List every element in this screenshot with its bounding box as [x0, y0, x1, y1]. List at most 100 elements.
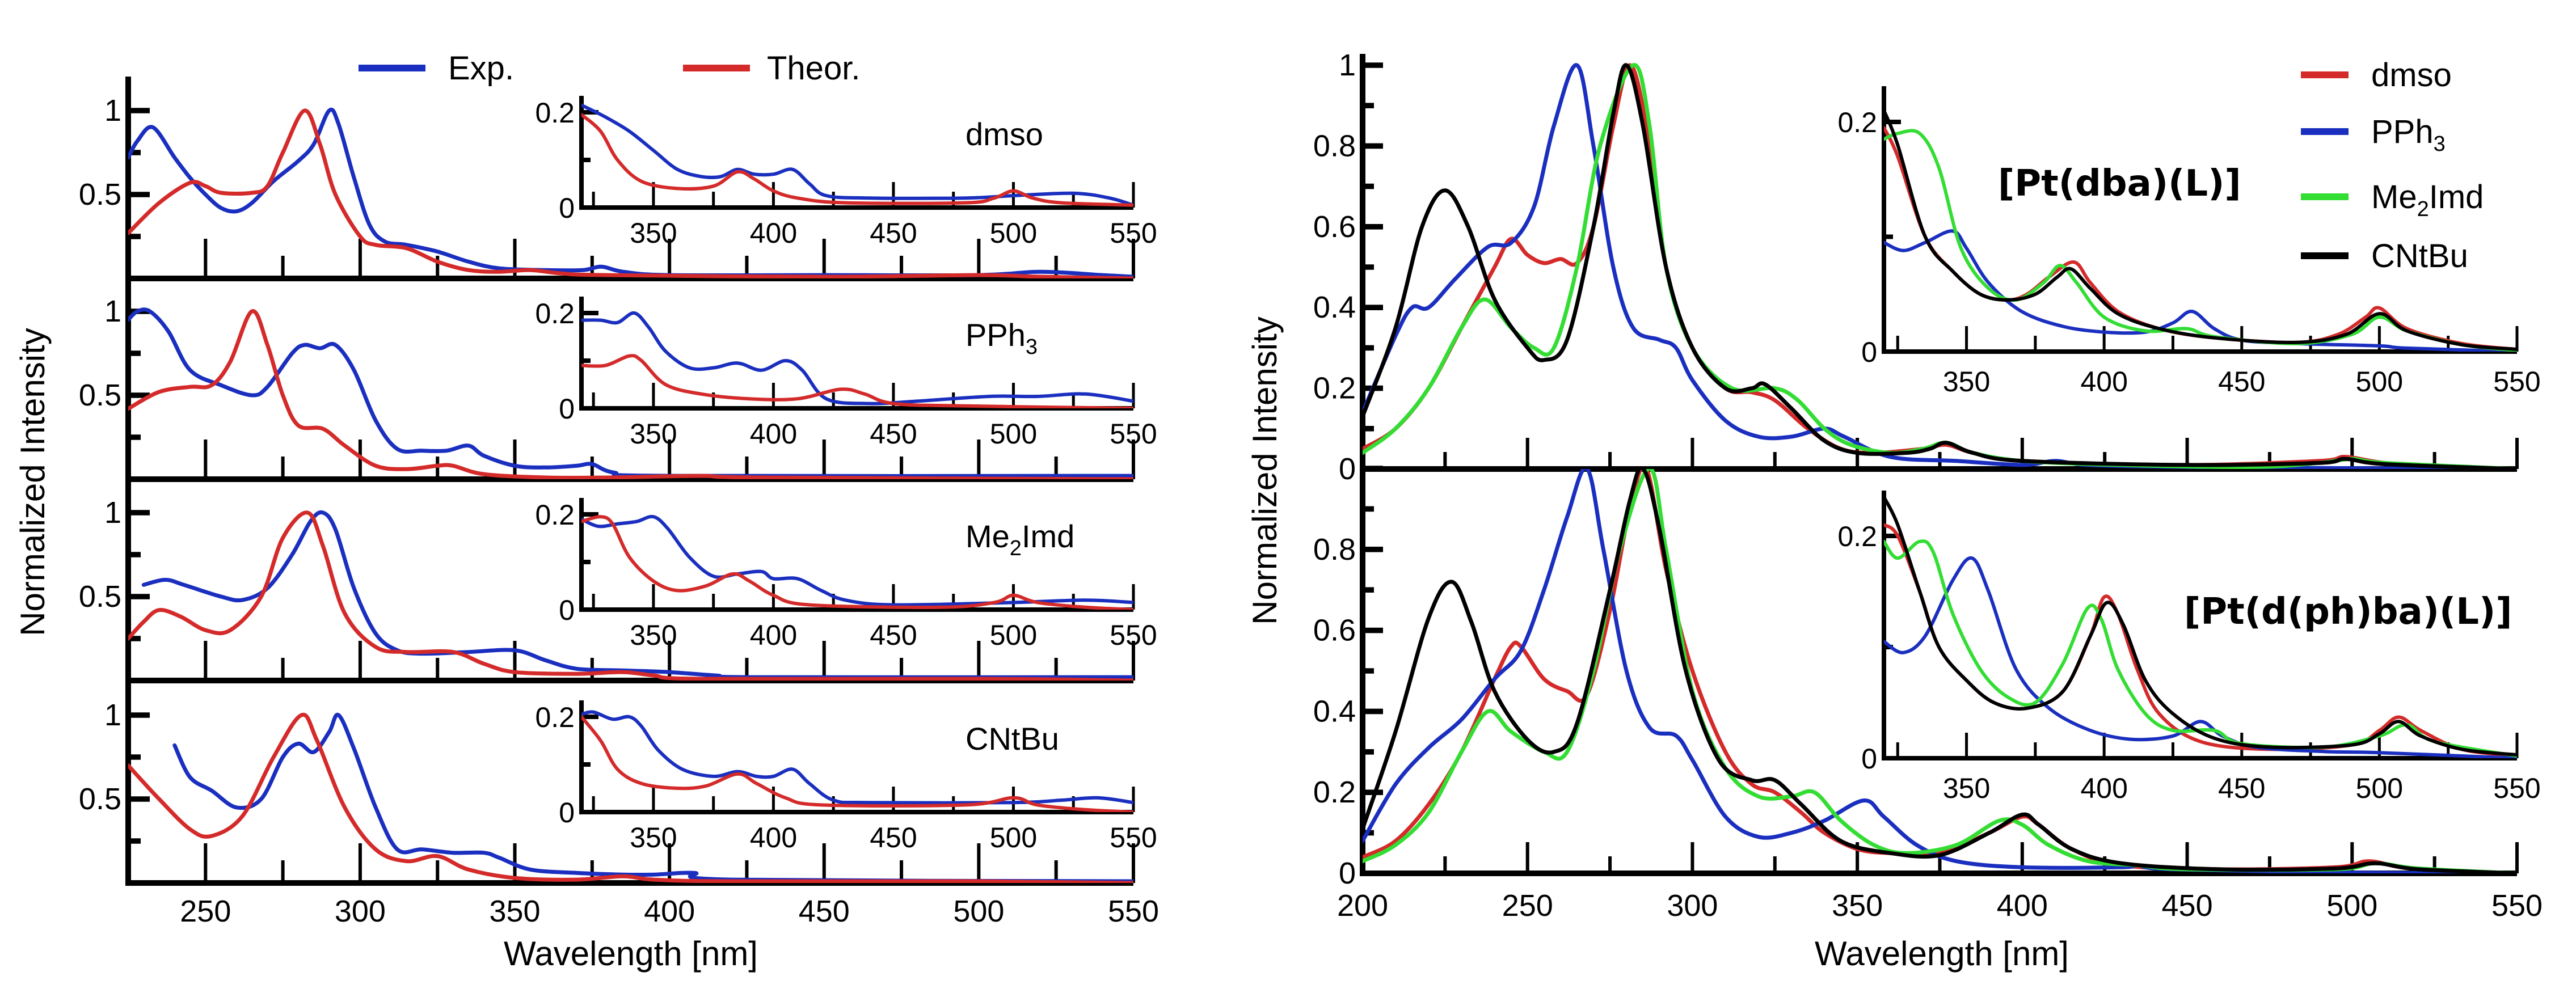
legend-label-text: Me	[2371, 179, 2417, 215]
y-tick-label: 0	[1339, 856, 1356, 890]
panel-label-text: Me	[966, 518, 1010, 554]
x-tick-label: 400	[750, 619, 797, 651]
legend-label-text: Exp.	[448, 50, 514, 87]
y-tick-label: 0.5	[79, 178, 121, 212]
y-tick-label: 0.2	[535, 702, 575, 733]
inset-plot: 350 400 450 500 550 0 0.2	[1837, 491, 2541, 804]
legend-item: dmso	[2301, 57, 2452, 94]
inset-plot: 350 400 450 500 550 0 0.2	[1837, 86, 2541, 398]
spectrum-line	[128, 108, 1133, 278]
panel-label-subscript: 2	[1010, 536, 1022, 560]
x-tick-label: 400	[750, 217, 797, 249]
x-tick-label: 550	[2493, 772, 2540, 804]
legend-label-text: dmso	[2371, 57, 2452, 94]
complex-title: [Pt(d(ph)ba)(L)]	[2184, 591, 2512, 633]
legend: dmso PPh3 Me2Imd CNtBu	[2301, 57, 2484, 274]
spectrum-line	[128, 712, 1133, 883]
left-panel: 0.5 1 350 400 450 500 550 0 0.2 dmso	[79, 77, 1157, 281]
x-tick-label: 450	[2218, 772, 2265, 804]
left-figure-exp-vs-theor: 0.5 1 350 400 450 500 550 0 0.2 dmso 0.5 1 350 400 450…	[14, 50, 1159, 973]
y-tick-label: 0.4	[1313, 290, 1356, 324]
y-tick-label: 0	[559, 594, 575, 626]
legend-label: Me2Imd	[2371, 179, 2484, 221]
x-tick-label: 250	[180, 894, 231, 928]
right-panel: 200 250 300 350 400 450 500 550 0 0.2 0.4 0.6 0.8 350…	[1313, 466, 2543, 923]
x-tick-label: 450	[2162, 889, 2213, 923]
y-tick-label: 0.2	[535, 97, 575, 129]
y-tick-label: 0.5	[79, 580, 121, 614]
spectrum-line	[1884, 108, 2517, 351]
complex-title: [Pt(dba)(L)]	[1998, 163, 2241, 205]
spectrum-line	[1884, 129, 2517, 352]
x-tick-label: 400	[750, 418, 797, 450]
y-tick-label: 0	[1339, 452, 1356, 486]
x-tick-label: 400	[2080, 772, 2127, 804]
x-tick-label: 250	[1502, 889, 1553, 923]
spectrum-line	[581, 354, 1133, 408]
spectrum-line	[172, 712, 1133, 883]
spectrum-line	[581, 710, 1133, 805]
legend-item: Me2Imd	[2301, 179, 2484, 221]
panel-ligand-label: Me2Imd	[966, 518, 1074, 560]
inset-plot: 350 400 450 500 550 0 0.2	[535, 297, 1157, 450]
panel-label-text: Imd	[1022, 518, 1074, 554]
x-tick-label: 550	[2493, 366, 2540, 398]
y-tick-label: 0.2	[535, 298, 575, 329]
x-tick-label: 450	[870, 822, 917, 853]
y-tick-label: 1	[104, 496, 121, 530]
panel-label-text: dmso	[966, 116, 1043, 152]
x-tick-label: 550	[1110, 619, 1157, 651]
x-tick-label: 350	[1832, 889, 1883, 923]
inset-plot: 350 400 450 500 550 0 0.2	[535, 498, 1157, 651]
y-tick-label: 0.2	[535, 499, 575, 531]
legend-item: Theor.	[683, 50, 860, 87]
legend-label: dmso	[2371, 57, 2452, 94]
y-tick-label: 0	[559, 393, 575, 425]
spectrum-line	[581, 103, 1133, 207]
y-tick-label: 0.5	[79, 378, 121, 412]
x-tick-label: 500	[990, 822, 1037, 853]
spectrum-line	[581, 715, 1133, 812]
legend-label-text: Imd	[2429, 179, 2484, 215]
y-tick-label: 0.8	[1313, 129, 1356, 163]
x-tick-label: 550	[1108, 894, 1159, 928]
y-tick-label: 1	[104, 94, 121, 128]
inset-plot: 350 400 450 500 550 0 0.2	[535, 96, 1157, 249]
spectrum-line	[581, 311, 1133, 405]
x-tick-label: 400	[2080, 366, 2127, 398]
left-panel: 0.5 1 350 400 450 500 550 0 0.2 Me2Imd	[79, 479, 1157, 683]
x-axis-title: Wavelength [nm]	[1815, 935, 2069, 973]
right-figure-ligand-comparison: 0 0.2 0.4 0.6 0.8 1 350 400 450 500 550 0 0.2 [Pt(dba…	[1246, 48, 2543, 973]
spectrum-line	[1363, 469, 2517, 873]
spectrum-line	[1363, 63, 2517, 469]
right-panel: 0 0.2 0.4 0.6 0.8 1 350 400 450 500 550 0 0.2 [Pt(dba…	[1313, 48, 2541, 486]
legend-label: Theor.	[767, 50, 860, 87]
x-tick-label: 350	[630, 418, 677, 450]
spectrum-line	[1884, 539, 2517, 758]
x-tick-label: 450	[870, 217, 917, 249]
x-tick-label: 400	[750, 822, 797, 853]
y-tick-label: 0.2	[1313, 371, 1356, 405]
x-tick-label: 550	[1110, 418, 1157, 450]
x-tick-label: 500	[2356, 366, 2403, 398]
x-axis-title: Wavelength [nm]	[504, 935, 758, 973]
x-tick-label: 350	[630, 217, 677, 249]
y-tick-label: 0.4	[1313, 694, 1356, 728]
x-tick-label: 300	[1667, 889, 1718, 923]
legend-item: PPh3	[2301, 113, 2446, 156]
y-tick-label: 0.8	[1313, 533, 1356, 567]
x-tick-label: 450	[870, 619, 917, 651]
x-tick-label: 200	[1337, 889, 1388, 923]
y-tick-label: 0.6	[1313, 614, 1356, 648]
legend-item: Exp.	[359, 50, 514, 87]
y-tick-label: 0.6	[1313, 210, 1356, 244]
x-tick-label: 300	[335, 894, 386, 928]
y-tick-label: 1	[104, 698, 121, 732]
y-axis-title: Normalized Intensity	[1246, 316, 1284, 625]
spectrum-line	[1363, 63, 2517, 469]
legend-label-text: CNtBu	[2371, 238, 2468, 274]
spectrum-line	[581, 515, 1133, 610]
spectrum-line	[1884, 495, 2517, 757]
x-tick-label: 500	[953, 894, 1004, 928]
